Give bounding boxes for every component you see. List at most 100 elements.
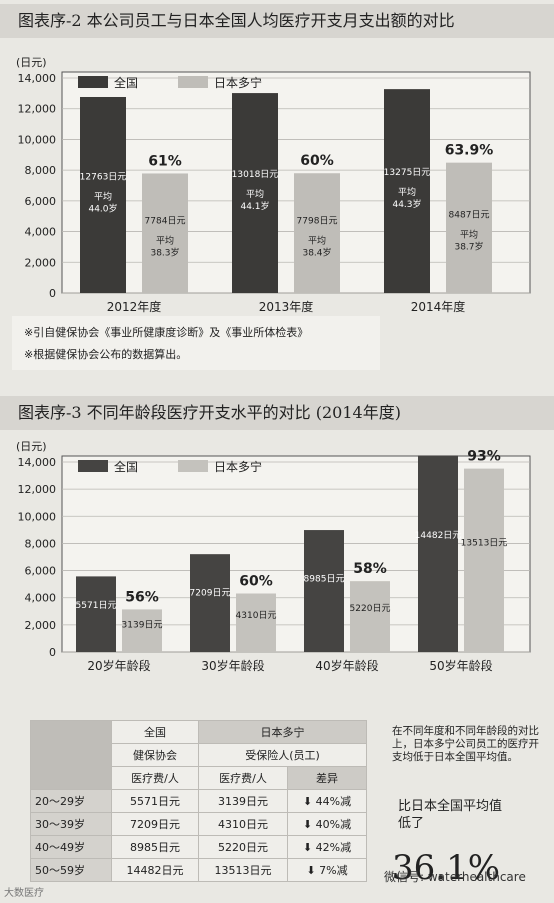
bar (190, 554, 230, 652)
y-tick-label: 8,000 (25, 164, 57, 177)
table-company-cell: 3139日元 (198, 789, 288, 813)
legend-swatch (178, 460, 208, 472)
table-row: 50～59岁 14482日元 13513日元 ⬇ 7%减 (30, 858, 367, 882)
legend-label: 全国 (114, 75, 138, 90)
table-diff-cell: ⬇ 40%减 (287, 812, 367, 836)
legend-swatch (78, 76, 108, 88)
corner-watermark: 大数医疗 (4, 888, 44, 899)
bar-value-label: 3139日元 (122, 619, 163, 630)
bar-age-label: 38.7岁 (454, 240, 483, 252)
down-arrow-icon: ⬇ (306, 864, 316, 877)
bar-value-label: 8985日元 (304, 573, 345, 584)
bar-percent-label: 61% (148, 153, 182, 169)
table-age-cell: 30～39岁 (30, 812, 112, 836)
table-corner (30, 720, 112, 790)
bar-percent-label: 60% (300, 153, 334, 169)
bar (464, 468, 504, 652)
legend-label: 日本多宁 (214, 459, 262, 474)
bar-value-label: 5571日元 (76, 600, 117, 611)
bar-value-label: 8487日元 (449, 209, 490, 220)
bar-value-label: 13513日元 (461, 538, 508, 549)
table-national-cell: 7209日元 (111, 812, 199, 836)
bar-inner-label: 平均 (246, 188, 264, 200)
chart1-svg: 0 2,000 4,000 6,000 8,000 10,000 12,000 14,000 (… (16, 56, 531, 314)
y-tick-label: 0 (49, 646, 56, 659)
bar (294, 173, 340, 293)
table-header-cost-company: 医疗费/人 (198, 766, 288, 790)
y-tick-label: 2,000 (25, 256, 57, 269)
bar-inner-label: 平均 (156, 235, 174, 247)
bar-inner-label: 平均 (94, 190, 112, 202)
bar-value-label: 12763日元 (80, 171, 127, 182)
table-row: 40～49岁 8985日元 5220日元 ⬇ 42%减 (30, 835, 367, 859)
y-unit-label: (日元) (16, 440, 47, 453)
table-header-company: 日本多宁 (198, 720, 367, 744)
bar-age-label: 38.4岁 (302, 247, 331, 259)
watermark: 微信号: waterhealthcare (384, 870, 526, 884)
chart2-title: 图表序-3 不同年龄段医疗开支水平的对比 (2014年度) (18, 403, 401, 422)
bar-age-label: 44.1岁 (240, 200, 269, 212)
y-tick-label: 0 (49, 287, 56, 300)
table-row: 20～29岁 5571日元 3139日元 ⬇ 44%减 (30, 789, 367, 813)
bar-value-label: 5220日元 (350, 603, 391, 614)
table-company-cell: 4310日元 (198, 812, 288, 836)
bar (384, 89, 430, 293)
down-arrow-icon: ⬇ (302, 795, 313, 808)
table-age-cell: 40～49岁 (30, 835, 112, 859)
chart1-note-1: ※引自健保协会《事业所健康度诊断》及《事业所体检表》 (24, 326, 309, 339)
x-tick-label: 2013年度 (259, 299, 314, 314)
bar-percent-label: 56% (125, 589, 159, 605)
bar (232, 93, 278, 293)
table-company-cell: 13513日元 (198, 858, 288, 882)
comparison-table: 全国 日本多宁 健保协会 受保险人(员工) 医疗费/人 医疗费/人 差异 20～… (30, 720, 367, 882)
y-tick-label: 8,000 (25, 537, 57, 550)
table-header-cost-national: 医疗费/人 (111, 766, 199, 790)
table-diff-cell: ⬇ 7%减 (287, 858, 367, 882)
bar-value-label: 14482日元 (415, 530, 462, 541)
table-national-cell: 5571日元 (111, 789, 199, 813)
y-tick-label: 2,000 (25, 619, 57, 632)
bar (142, 173, 188, 293)
table-national-cell: 8985日元 (111, 835, 199, 859)
table-diff-cell: ⬇ 42%减 (287, 835, 367, 859)
bar (350, 581, 390, 652)
table-header-national: 全国 (111, 720, 199, 744)
table-age-cell: 50～59岁 (30, 858, 112, 882)
bar-percent-label: 63.9% (445, 143, 494, 159)
table-diff-value: 44%减 (315, 795, 352, 808)
chart1-title-bar: 图表序-2 本公司员工与日本全国人均医疗开支月支出额的对比 (0, 4, 554, 38)
table-header-diff: 差异 (287, 766, 367, 790)
y-tick-label: 10,000 (18, 510, 57, 523)
bar-value-label: 7798日元 (297, 216, 338, 227)
bar-value-label: 4310日元 (236, 610, 277, 621)
legend-label: 日本多宁 (214, 75, 262, 90)
bar (236, 593, 276, 652)
y-tick-label: 12,000 (18, 103, 57, 116)
legend-label: 全国 (114, 459, 138, 474)
x-tick-label: 40岁年龄段 (315, 658, 378, 673)
bar-age-label: 44.3岁 (392, 198, 421, 210)
y-tick-label: 4,000 (25, 592, 57, 605)
table-diff-cell: ⬇ 44%减 (287, 789, 367, 813)
table-company-cell: 5220日元 (198, 835, 288, 859)
down-arrow-icon: ⬇ (302, 841, 313, 854)
bar (80, 96, 126, 293)
y-tick-label: 12,000 (18, 483, 57, 496)
legend-swatch (178, 76, 208, 88)
table-national-cell: 14482日元 (111, 858, 199, 882)
bar (418, 455, 458, 652)
bar-percent-label: 58% (353, 561, 387, 577)
side-note: 在不同年度和不同年龄段的对比上，日本多宁公司员工的医疗开支均低于日本全国平均值。 (392, 725, 539, 763)
bar-inner-label: 平均 (398, 186, 416, 198)
big-percentage: 36.1% (392, 848, 501, 888)
bar (304, 530, 344, 652)
bar-percent-label: 60% (239, 574, 273, 590)
bar-value-label: 13018日元 (232, 169, 279, 180)
bar-percent-label: 93% (467, 449, 501, 465)
bar-inner-label: 平均 (460, 228, 478, 240)
bar (76, 576, 116, 652)
bar-value-label: 7209日元 (190, 587, 231, 598)
table-diff-value: 42%减 (315, 841, 352, 854)
y-tick-label: 14,000 (18, 72, 57, 85)
y-tick-label: 4,000 (25, 226, 57, 239)
